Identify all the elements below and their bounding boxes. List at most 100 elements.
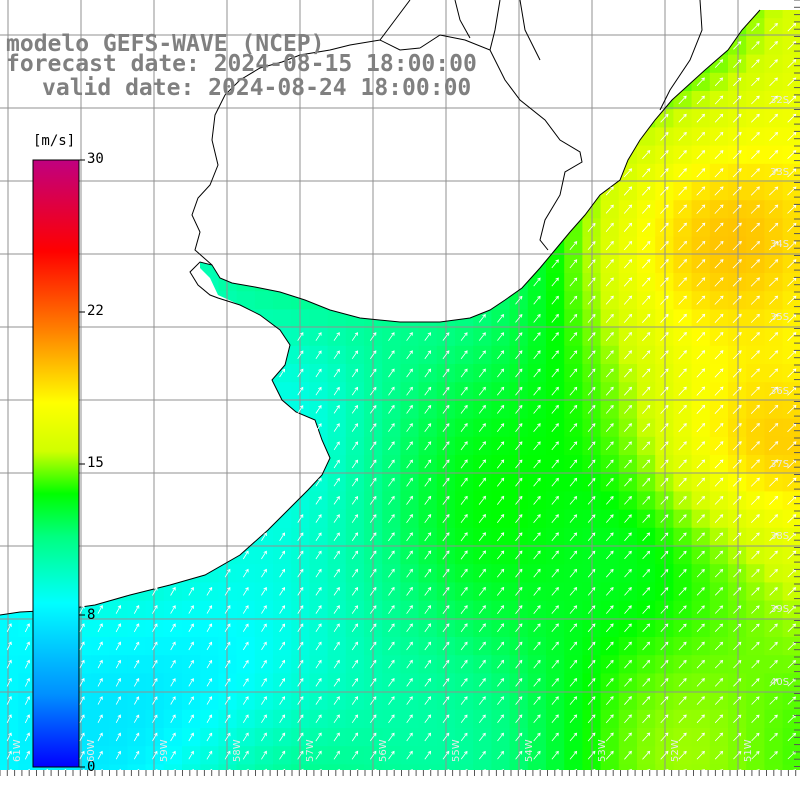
- wind-arrow: [660, 423, 669, 433]
- field-cell: [236, 564, 256, 583]
- field-cell: [327, 709, 347, 729]
- wind-arrow: [442, 659, 450, 669]
- field-cell: [746, 637, 765, 656]
- wind-arrow: [642, 532, 651, 542]
- wind-arrow: [714, 477, 724, 487]
- field-cell: [764, 145, 784, 165]
- wind-arrow: [369, 586, 377, 596]
- field-cell: [637, 746, 656, 765]
- wind-arrow: [388, 532, 395, 542]
- field-cell: [527, 673, 547, 693]
- wind-arrow: [714, 714, 724, 724]
- field-cell: [673, 527, 693, 547]
- wind-arrow: [497, 350, 505, 360]
- wind-arrow: [206, 714, 213, 724]
- field-cell: [673, 728, 693, 747]
- wind-arrow: [188, 732, 194, 742]
- wind-arrow: [732, 240, 742, 251]
- wind-arrow: [678, 514, 687, 523]
- field-cell: [746, 218, 765, 238]
- field-cell: [637, 564, 656, 583]
- wind-arrow: [696, 623, 705, 632]
- wind-arrow: [351, 605, 359, 614]
- wind-arrow: [388, 696, 395, 705]
- field-cell: [382, 600, 401, 620]
- field-cell: [345, 764, 365, 770]
- wind-arrow: [733, 587, 742, 596]
- field-cell: [637, 345, 656, 365]
- field-cell: [291, 746, 310, 765]
- wind-arrow: [605, 678, 614, 687]
- wind-arrow: [642, 714, 651, 724]
- field-cell: [527, 309, 547, 329]
- field-cell: [273, 582, 292, 602]
- field-cell: [327, 600, 347, 620]
- wind-arrow: [569, 404, 578, 414]
- field-cell: [291, 382, 310, 401]
- wind-arrow: [732, 477, 742, 487]
- wind-arrow: [624, 404, 633, 414]
- field-cell: [691, 455, 711, 474]
- valid-date: valid date: 2024-08-24 18:00:00: [42, 75, 472, 101]
- wind-arrow: [351, 732, 359, 742]
- field-cell: [473, 345, 492, 365]
- wind-arrow: [369, 404, 377, 414]
- wind-arrow: [642, 678, 651, 687]
- wind-arrow: [206, 732, 213, 742]
- lon-label-51w: 51W: [743, 739, 754, 762]
- wind-arrow: [751, 532, 760, 542]
- field-cell: [309, 709, 329, 729]
- wind-arrow: [224, 568, 231, 578]
- field-cell: [418, 655, 438, 674]
- field-cell: [691, 291, 711, 310]
- wind-arrow: [605, 277, 614, 287]
- field-cell: [728, 618, 747, 638]
- field-cell: [764, 527, 784, 547]
- wind-arrow: [642, 732, 651, 742]
- field-cell: [600, 546, 620, 565]
- field-cell: [400, 582, 420, 602]
- wind-arrow: [714, 459, 724, 469]
- wind-arrow: [170, 586, 176, 596]
- field-cell: [637, 673, 656, 693]
- wind-arrow: [242, 750, 249, 760]
- wind-arrow: [464, 768, 468, 770]
- wind-arrow: [696, 295, 706, 305]
- field-cell: [91, 618, 110, 638]
- field-cell: [691, 400, 711, 420]
- field-cell: [691, 527, 711, 547]
- wind-arrow: [714, 368, 724, 378]
- field-cell: [418, 637, 438, 656]
- wind-arrow: [678, 441, 687, 451]
- field-cell: [182, 673, 201, 693]
- field-cell: [746, 182, 765, 201]
- wind-arrow: [496, 386, 505, 396]
- wind-arrow: [678, 259, 688, 269]
- field-cell: [764, 509, 784, 529]
- field-cell: [746, 236, 765, 256]
- wind-arrow: [624, 732, 632, 742]
- wind-arrow: [333, 696, 340, 705]
- wind-arrow: [551, 568, 559, 578]
- field-cell: [236, 673, 256, 693]
- wind-arrow: [533, 386, 541, 396]
- wind-arrow: [769, 678, 778, 687]
- wind-arrow: [279, 750, 286, 760]
- wind-arrow: [696, 204, 706, 214]
- field-cell: [254, 600, 274, 620]
- field-cell: [673, 746, 693, 765]
- field-cell: [473, 455, 492, 474]
- wind-arrow: [478, 423, 486, 432]
- wind-arrow: [319, 768, 322, 770]
- forecast-date: forecast date: 2024-08-15 18:00:00: [6, 51, 477, 77]
- wind-arrow: [442, 404, 450, 414]
- field-cell: [145, 618, 165, 638]
- field-cell: [236, 600, 256, 620]
- wind-arrow: [660, 295, 669, 305]
- field-cell: [254, 637, 274, 656]
- field-cell: [327, 455, 347, 474]
- wind-arrow: [642, 587, 651, 596]
- field-cell: [746, 109, 765, 128]
- field-cell: [527, 546, 547, 565]
- field-cell: [382, 764, 401, 770]
